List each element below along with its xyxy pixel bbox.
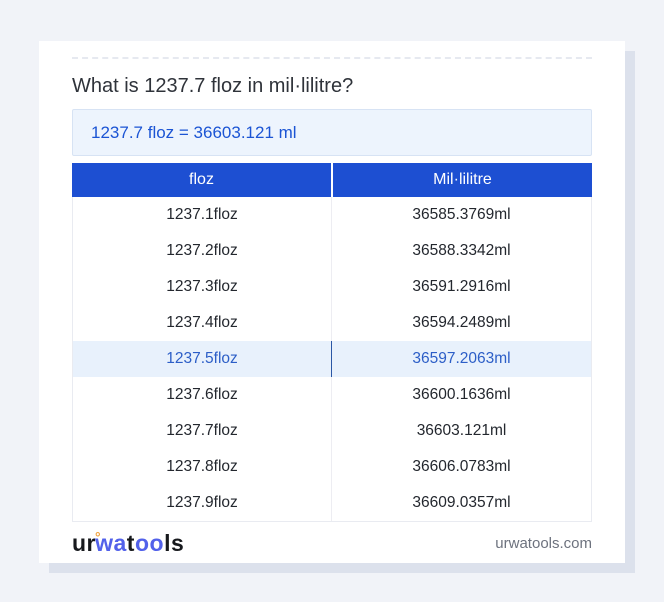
result-box: 1237.7 floz = 36603.121 ml <box>72 109 592 156</box>
table-row: 1237.1floz 36585.3769ml <box>73 197 591 233</box>
ml-cell: 36606.0783ml <box>412 458 511 475</box>
floz-cell: 1237.6floz <box>73 377 332 413</box>
floz-cell: 1237.4floz <box>73 305 332 341</box>
column-header-millilitre: Mil·lilitre <box>333 163 592 197</box>
table-row[interactable]: 1237.5floz 36597.2063ml <box>73 341 591 377</box>
table-row: 1237.7floz 36603.121ml <box>73 413 591 449</box>
table-row: 1237.6floz 36600.1636ml <box>73 377 591 413</box>
table-row: 1237.4floz 36594.2489ml <box>73 305 591 341</box>
floz-cell: 1237.1floz <box>73 197 332 233</box>
table-row: 1237.8floz 36606.0783ml <box>73 449 591 485</box>
ml-cell: 36609.0357ml <box>412 494 511 511</box>
result-text: 1237.7 floz = 36603.121 ml <box>91 122 297 142</box>
dashed-divider <box>72 57 592 59</box>
floz-cell: 1237.9floz <box>73 485 332 521</box>
ml-cell: 36594.2489ml <box>412 314 511 331</box>
table-body: 1237.1floz 36585.3769ml 1237.2floz 36588.33… <box>72 197 592 522</box>
ml-cell: 36588.3342ml <box>412 242 511 259</box>
site-logo[interactable]: ur°watools <box>72 528 185 556</box>
floz-cell: 1237.3floz <box>73 269 332 305</box>
logo-text-part: ur <box>72 529 96 556</box>
table-row: 1237.9floz 36609.0357ml <box>73 485 591 521</box>
ml-cell: 36591.2916ml <box>412 278 511 295</box>
ml-cell: 36603.121ml <box>416 422 507 439</box>
floz-cell: 1237.2floz <box>73 233 332 269</box>
footer: ur°watools urwatools.com <box>72 523 592 563</box>
floz-cell: 1237.5floz <box>73 341 332 377</box>
floz-cell: 1237.8floz <box>73 449 332 485</box>
table-row: 1237.2floz 36588.3342ml <box>73 233 591 269</box>
logo-text-part: t <box>126 529 135 556</box>
converter-card: What is 1237.7 floz in mil·lilitre? 1237… <box>39 41 625 563</box>
table-header-row: floz Mil·lilitre <box>72 163 592 197</box>
floz-cell: 1237.7floz <box>73 413 332 449</box>
logo-text-part: wa <box>95 529 127 556</box>
ml-cell: 36585.3769ml <box>412 206 511 223</box>
ml-cell: 36600.1636ml <box>412 386 511 403</box>
conversion-table: floz Mil·lilitre 1237.1floz 36585.3769ml 1… <box>72 163 592 522</box>
logo-text-part: ls <box>164 529 185 556</box>
table-row: 1237.3floz 36591.2916ml <box>73 269 591 305</box>
logo-text-part: oo <box>134 529 165 556</box>
column-header-floz: floz <box>72 163 331 197</box>
logo-ring-icon: ° <box>95 528 102 545</box>
site-domain: urwatools.com <box>495 534 592 552</box>
ml-cell: 36597.2063ml <box>412 350 511 367</box>
page-title: What is 1237.7 floz in mil·lilitre? <box>72 75 354 97</box>
